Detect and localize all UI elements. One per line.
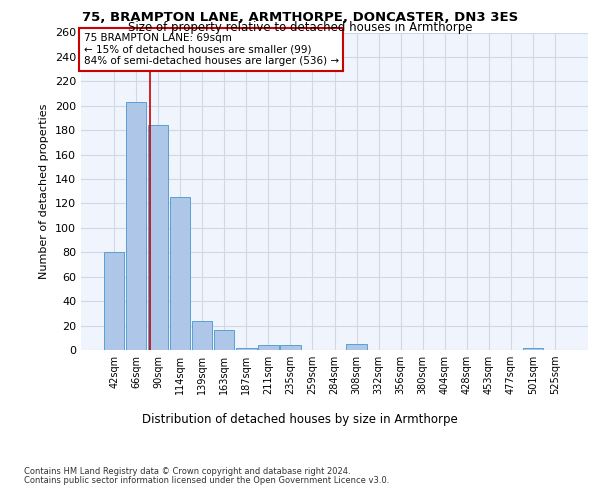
Bar bbox=[236, 348, 257, 350]
Y-axis label: Number of detached properties: Number of detached properties bbox=[40, 104, 49, 279]
Text: Size of property relative to detached houses in Armthorpe: Size of property relative to detached ho… bbox=[128, 22, 472, 35]
Text: Contains HM Land Registry data © Crown copyright and database right 2024.: Contains HM Land Registry data © Crown c… bbox=[24, 468, 350, 476]
Text: 75 BRAMPTON LANE: 69sqm
← 15% of detached houses are smaller (99)
84% of semi-de: 75 BRAMPTON LANE: 69sqm ← 15% of detache… bbox=[83, 33, 338, 66]
Bar bbox=[214, 330, 235, 350]
Bar bbox=[170, 198, 190, 350]
Text: Contains public sector information licensed under the Open Government Licence v3: Contains public sector information licen… bbox=[24, 476, 389, 485]
Bar bbox=[148, 126, 169, 350]
Text: Distribution of detached houses by size in Armthorpe: Distribution of detached houses by size … bbox=[142, 412, 458, 426]
Bar bbox=[346, 344, 367, 350]
Text: 75, BRAMPTON LANE, ARMTHORPE, DONCASTER, DN3 3ES: 75, BRAMPTON LANE, ARMTHORPE, DONCASTER,… bbox=[82, 11, 518, 24]
Bar bbox=[280, 345, 301, 350]
Bar bbox=[258, 345, 278, 350]
Bar bbox=[523, 348, 543, 350]
Bar bbox=[104, 252, 124, 350]
Bar bbox=[126, 102, 146, 350]
Bar bbox=[192, 320, 212, 350]
